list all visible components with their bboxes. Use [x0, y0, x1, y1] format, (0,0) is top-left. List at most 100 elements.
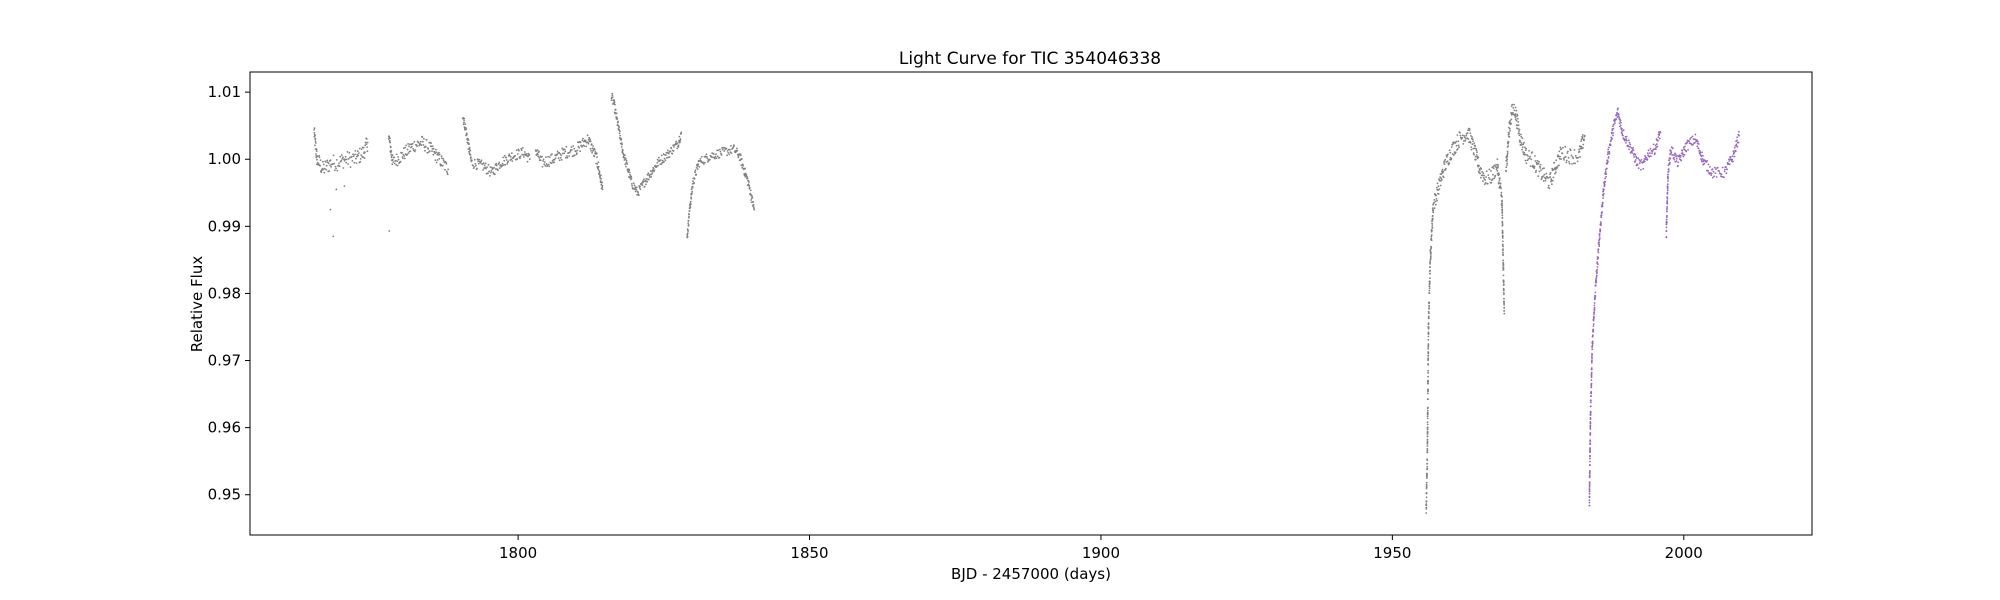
data-point — [601, 188, 604, 191]
data-point — [574, 150, 577, 153]
data-point — [339, 155, 342, 158]
data-point — [693, 182, 695, 185]
data-point — [491, 167, 494, 170]
data-point — [1723, 176, 1725, 179]
data-point — [1468, 128, 1471, 130]
data-point — [1445, 161, 1448, 163]
data-point — [427, 148, 430, 150]
data-point — [1656, 145, 1659, 148]
data-point — [518, 149, 520, 152]
data-point — [1713, 175, 1715, 178]
data-point — [357, 152, 360, 155]
data-point — [1560, 158, 1562, 161]
data-point — [1496, 163, 1499, 166]
data-point — [1428, 289, 1431, 292]
data-point — [1615, 114, 1618, 116]
data-point — [1475, 154, 1478, 156]
data-point — [1477, 156, 1480, 159]
data-point — [750, 199, 752, 201]
data-point — [1738, 130, 1740, 133]
data-point — [698, 165, 701, 168]
data-point — [489, 166, 492, 168]
data-point — [445, 162, 448, 165]
data-point — [749, 189, 752, 192]
data-point — [565, 145, 568, 148]
data-point — [1590, 376, 1593, 379]
data-point — [598, 170, 601, 173]
data-point — [1667, 177, 1669, 180]
data-point — [1592, 329, 1595, 332]
data-point — [407, 143, 409, 145]
data-point — [1433, 199, 1436, 201]
data-point — [1667, 170, 1670, 173]
data-point — [447, 168, 450, 171]
data-point — [472, 164, 474, 167]
data-point — [652, 167, 655, 170]
data-point — [705, 153, 708, 156]
data-point — [1654, 152, 1656, 155]
data-point — [578, 146, 581, 149]
data-point — [739, 154, 742, 157]
data-point — [1426, 415, 1429, 418]
data-point — [1665, 236, 1668, 238]
data-point — [673, 146, 675, 148]
data-point — [727, 152, 730, 154]
data-point — [1698, 149, 1701, 152]
data-point — [542, 158, 545, 161]
data-point — [1645, 156, 1648, 159]
data-point — [557, 157, 560, 160]
data-point — [1648, 155, 1651, 158]
data-point — [650, 173, 653, 176]
data-point — [1428, 312, 1430, 314]
data-point — [680, 131, 683, 134]
data-point — [1427, 388, 1429, 391]
data-point — [1442, 170, 1445, 173]
data-point — [442, 157, 445, 160]
data-point — [1667, 164, 1670, 167]
data-point — [1628, 141, 1631, 144]
data-point — [1685, 150, 1688, 153]
data-point — [480, 160, 482, 163]
data-point — [1669, 157, 1672, 160]
data-point — [570, 146, 573, 149]
data-point — [736, 147, 738, 150]
data-point — [1644, 155, 1646, 157]
data-point — [1699, 151, 1702, 154]
y-tick-label: 0.95 — [208, 486, 241, 504]
data-point — [1492, 173, 1494, 176]
data-point — [721, 148, 724, 151]
data-point — [1514, 106, 1517, 109]
data-point — [1665, 223, 1668, 226]
data-point — [1428, 292, 1431, 294]
data-point — [660, 163, 663, 166]
data-point — [1594, 295, 1597, 297]
data-point — [1506, 152, 1509, 155]
data-point — [1718, 170, 1720, 173]
data-point — [1447, 153, 1449, 156]
data-point — [1665, 230, 1668, 233]
data-point — [1520, 133, 1522, 136]
data-point — [650, 176, 653, 178]
data-point — [1588, 487, 1591, 489]
data-point — [1698, 143, 1700, 145]
data-point — [1564, 145, 1567, 148]
data-point — [1476, 151, 1478, 154]
data-point — [402, 153, 405, 156]
data-point — [715, 157, 718, 160]
data-point — [390, 153, 393, 156]
data-point — [467, 139, 470, 141]
data-point — [1448, 149, 1451, 152]
data-point — [1589, 448, 1591, 451]
data-point — [700, 155, 703, 158]
data-point — [444, 168, 446, 171]
data-point — [469, 154, 472, 156]
data-point — [424, 149, 426, 152]
data-point — [1574, 155, 1577, 157]
data-point — [1596, 271, 1598, 274]
data-point — [1462, 140, 1465, 142]
data-point — [651, 170, 653, 173]
data-point — [595, 152, 598, 155]
data-point — [1501, 222, 1504, 225]
data-point — [1625, 142, 1627, 144]
x-tick-label: 1800 — [499, 544, 537, 562]
